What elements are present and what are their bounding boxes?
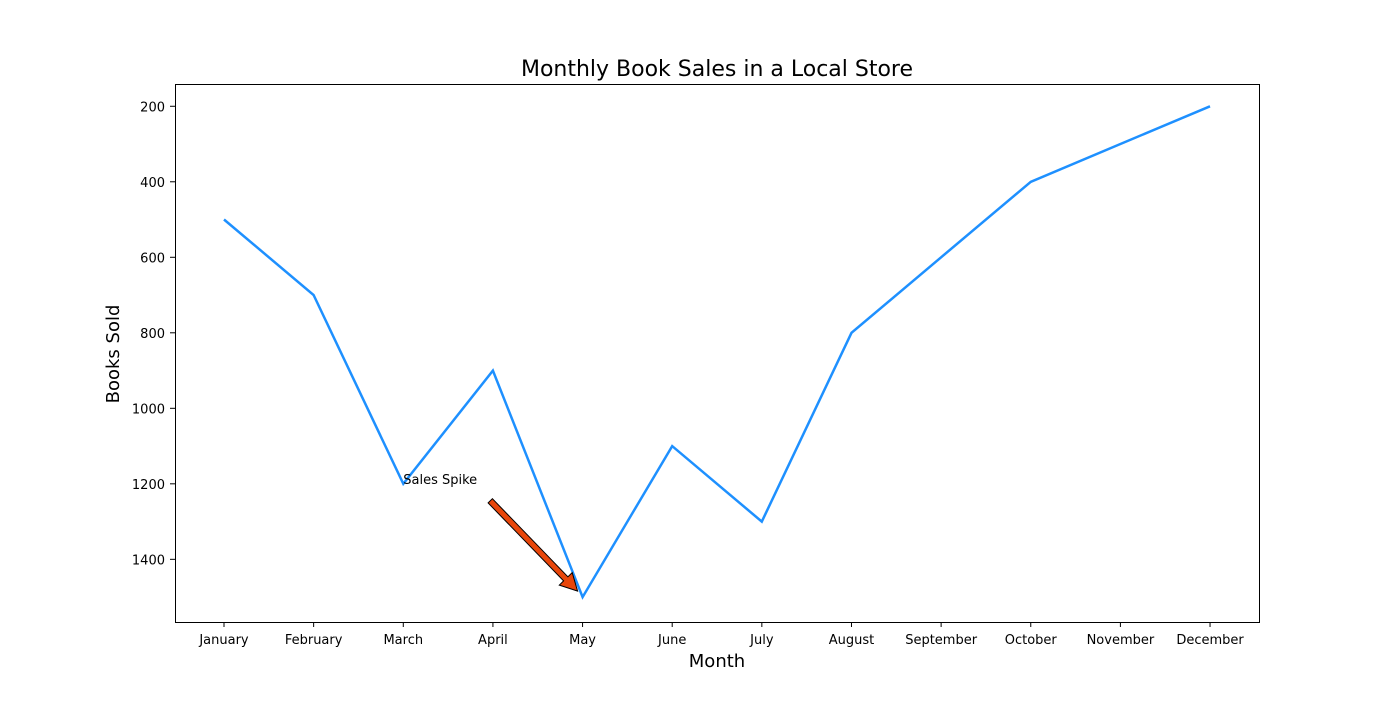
- x-tick-label: December: [1176, 633, 1244, 648]
- chart-title: Monthly Book Sales in a Local Store: [521, 57, 913, 82]
- x-tick-label: March: [383, 633, 423, 648]
- x-axis-label: Month: [689, 651, 745, 672]
- y-axis-label: Books Sold: [103, 305, 124, 404]
- x-tick-label: November: [1087, 633, 1155, 648]
- x-tick-label: July: [749, 633, 774, 648]
- y-tick-label: 400: [140, 176, 165, 191]
- y-axis: 200 400 600 800 1000 1200 1400: [132, 100, 175, 568]
- annotation-label: Sales Spike: [403, 473, 477, 488]
- x-tick-label: June: [657, 633, 686, 648]
- x-tick-label: April: [478, 633, 508, 648]
- x-tick-label: February: [285, 633, 343, 648]
- plot-area-frame: [175, 84, 1260, 623]
- series-line: [223, 105, 1211, 600]
- annotation-arrow: [487, 497, 579, 592]
- x-tick-label: August: [829, 633, 875, 648]
- y-tick-label: 800: [140, 327, 165, 342]
- annotation-layer: Sales Spike: [403, 473, 579, 592]
- y-tick-label: 1200: [132, 478, 165, 493]
- x-axis: January February March April May June July Augu…: [198, 622, 1244, 648]
- x-tick-label: January: [198, 633, 249, 648]
- x-tick-label: October: [1005, 633, 1058, 648]
- y-tick-label: 600: [140, 251, 165, 266]
- y-tick-label: 1400: [132, 553, 165, 568]
- x-tick-label: May: [569, 633, 596, 648]
- y-tick-label: 1000: [132, 402, 165, 417]
- y-tick-label: 200: [140, 100, 165, 115]
- series-layer: [223, 105, 1211, 600]
- x-tick-label: September: [905, 633, 978, 648]
